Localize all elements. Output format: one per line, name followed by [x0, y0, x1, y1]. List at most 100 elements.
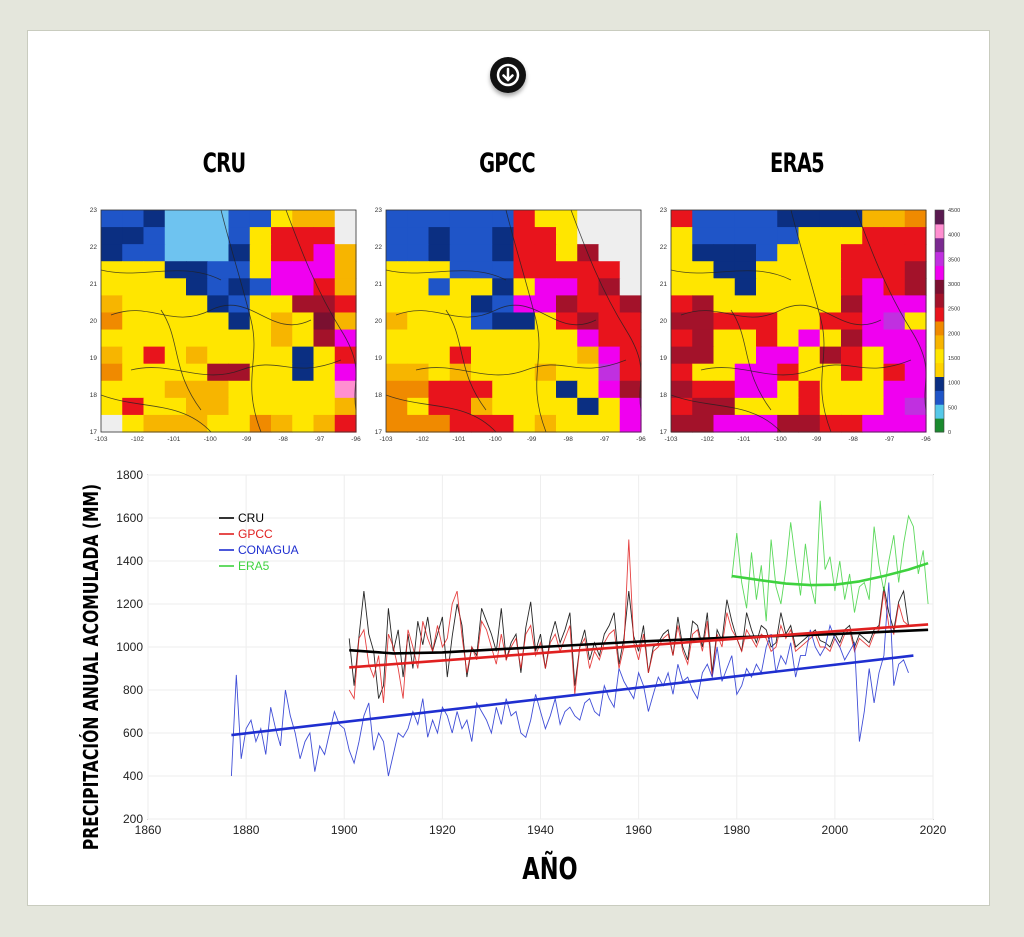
map-cell — [904, 346, 927, 365]
map-cell — [598, 380, 621, 399]
map-cell — [101, 295, 123, 314]
map-cell — [407, 278, 430, 296]
map-cell — [534, 312, 557, 331]
state-border — [385, 394, 497, 433]
map-cell — [143, 210, 166, 228]
map-cell — [534, 363, 557, 382]
map-cell — [671, 329, 693, 348]
map-cell — [534, 346, 557, 365]
map-y-tick: 22 — [660, 244, 668, 251]
map-cell — [207, 380, 230, 399]
map-cell — [671, 261, 693, 279]
map-cell — [598, 210, 621, 228]
map-y-tick: 21 — [375, 281, 383, 288]
map-cell — [819, 227, 842, 245]
map-cell — [228, 210, 251, 228]
map-cell — [186, 346, 208, 365]
map-cell — [841, 312, 863, 331]
map-cell — [101, 210, 123, 228]
map-cell — [143, 380, 166, 399]
map-cell — [756, 363, 778, 382]
map-cell — [164, 244, 187, 262]
map-cell — [271, 363, 293, 382]
map-y-tick: 20 — [660, 318, 668, 325]
map-cell — [292, 312, 315, 331]
map-cell — [249, 329, 272, 348]
map-cell — [386, 414, 408, 433]
map-cell — [407, 312, 430, 331]
map-cell — [904, 363, 927, 382]
map-y-tick: 22 — [375, 244, 383, 251]
map-cell — [186, 329, 208, 348]
map-cell — [313, 346, 336, 365]
colorbar-segment — [935, 279, 944, 294]
map-cell — [143, 227, 166, 245]
map-x-tick: -98 — [278, 436, 288, 443]
map-frame — [385, 209, 642, 433]
map-cell — [101, 312, 123, 331]
map-y-tick: 18 — [660, 392, 668, 399]
map-cell — [386, 397, 408, 416]
map-cell — [841, 363, 863, 382]
map-cell — [122, 346, 145, 365]
map-cell — [492, 380, 515, 399]
map-cell — [228, 380, 251, 399]
map-cell — [207, 227, 230, 245]
map-cell — [313, 363, 336, 382]
y-tick-label: 1600 — [116, 511, 143, 525]
map-cell — [862, 295, 885, 314]
state-border — [395, 304, 597, 326]
map-cell — [122, 244, 145, 262]
map-cell — [313, 261, 336, 279]
map-cell — [513, 312, 536, 331]
map-cell — [428, 261, 451, 279]
y-tick-label: 1000 — [116, 640, 143, 654]
map-cell — [671, 227, 693, 245]
map-cell — [556, 329, 578, 348]
map-cell — [798, 244, 821, 262]
colorbar-tick: 4000 — [948, 233, 960, 239]
map-cell — [428, 329, 451, 348]
map-cell — [271, 380, 293, 399]
map-cell — [428, 295, 451, 314]
map-cell — [904, 312, 927, 331]
map-cell — [313, 278, 336, 296]
map-cell — [798, 380, 821, 399]
map-cell — [798, 329, 821, 348]
map-cell — [534, 397, 557, 416]
map-cell — [756, 261, 778, 279]
map-cell — [428, 414, 451, 433]
map-title-gpcc: GPCC — [479, 148, 536, 179]
map-cell — [207, 210, 230, 228]
x-tick-label: 1960 — [625, 823, 652, 837]
map-cell — [619, 278, 642, 296]
map-cell — [619, 295, 642, 314]
map-cell — [841, 329, 863, 348]
map-cell — [143, 363, 166, 382]
map-cell — [292, 414, 315, 433]
map-cell — [334, 227, 357, 245]
map-cell — [862, 329, 885, 348]
map-cell — [862, 278, 885, 296]
scroll-down-button[interactable] — [490, 57, 526, 93]
map-cell — [862, 397, 885, 416]
map-cell — [471, 397, 493, 416]
map-cell — [186, 261, 208, 279]
map-cell — [798, 278, 821, 296]
map-cell — [556, 261, 578, 279]
map-cell — [122, 329, 145, 348]
map-cell — [619, 210, 642, 228]
map-cell — [471, 295, 493, 314]
map-cell — [713, 346, 736, 365]
map-cell — [471, 261, 493, 279]
map-cell — [713, 414, 736, 433]
map-cell — [534, 295, 557, 314]
state-border — [670, 269, 792, 281]
map-cell — [734, 210, 757, 228]
map-cell — [122, 210, 145, 228]
map-cell — [819, 295, 842, 314]
map-cell — [407, 380, 430, 399]
map-cell — [904, 261, 927, 279]
map-cell — [492, 227, 515, 245]
map-cell — [513, 397, 536, 416]
